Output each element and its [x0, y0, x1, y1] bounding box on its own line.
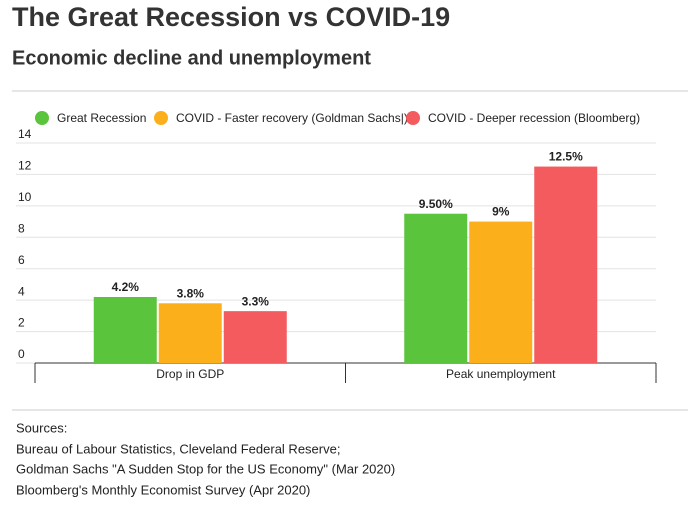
chart-subtitle: Economic decline and unemployment	[12, 47, 371, 69]
y-tick-label: 14	[18, 127, 32, 141]
y-tick-label: 10	[18, 190, 32, 204]
legend-label: COVID - Deeper recession (Bloomberg)	[428, 111, 640, 125]
legend-swatch	[406, 111, 420, 125]
chart-title: The Great Recession vs COVID-19	[12, 2, 450, 32]
bar	[469, 221, 533, 363]
data-label: 9.50%	[419, 197, 453, 211]
bar	[223, 311, 287, 363]
x-tick-label: Drop in GDP	[156, 367, 224, 381]
bar	[534, 166, 598, 363]
legend-label: Great Recession	[57, 111, 146, 125]
source-line: Bloomberg's Monthly Economist Survey (Ap…	[16, 482, 310, 497]
y-tick-label: 8	[18, 221, 25, 235]
bar	[93, 297, 157, 363]
data-label: 3.3%	[242, 294, 270, 308]
legend-swatch	[35, 111, 49, 125]
legend-label: COVID - Faster recovery (Goldman Sachs|)	[176, 111, 408, 125]
x-tick-label: Peak unemployment	[446, 367, 556, 381]
legend-swatch	[154, 111, 168, 125]
data-label: 9%	[492, 205, 510, 219]
bar	[158, 303, 222, 363]
bar	[404, 213, 468, 363]
source-line: Bureau of Labour Statistics, Cleveland F…	[16, 441, 340, 456]
y-tick-label: 2	[18, 316, 25, 330]
source-line: Goldman Sachs "A Sudden Stop for the US …	[16, 461, 395, 476]
data-label: 4.2%	[112, 280, 140, 294]
data-label: 12.5%	[549, 150, 583, 164]
y-tick-label: 0	[18, 347, 25, 361]
data-label: 3.8%	[177, 286, 205, 300]
y-tick-label: 12	[18, 159, 32, 173]
y-tick-label: 6	[18, 253, 25, 267]
y-tick-label: 4	[18, 284, 25, 298]
sources-title: Sources:	[16, 420, 67, 435]
